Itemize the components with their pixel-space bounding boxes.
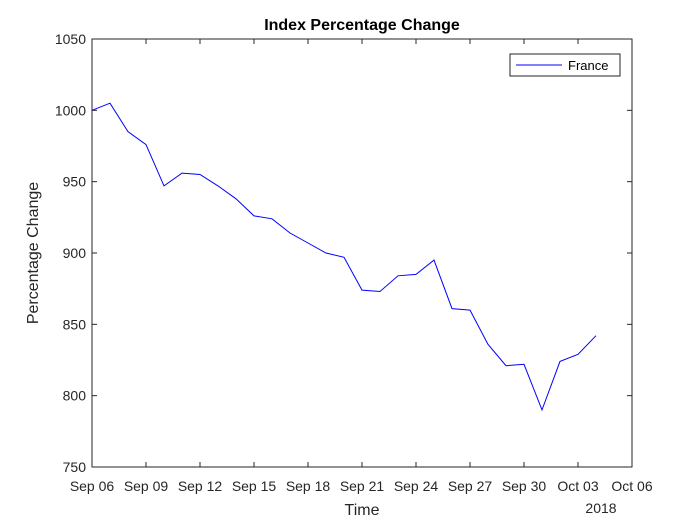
y-tick-label: 1000 (55, 102, 86, 118)
y-tick-label: 800 (63, 388, 87, 404)
x-tick-label: Sep 06 (70, 478, 115, 494)
plot-area-border (91, 38, 633, 468)
x-tick-label: Sep 21 (340, 478, 385, 494)
y-tick-label: 1050 (55, 31, 86, 47)
y-axis-label: Percentage Change (25, 182, 42, 324)
x-tick-label: Sep 24 (394, 478, 439, 494)
series-line-france (91, 102, 597, 412)
y-tick-label: 750 (63, 459, 87, 475)
legend-label-france: France (568, 58, 608, 73)
x-tick-label: Oct 03 (557, 478, 598, 494)
x-tick-labels: Sep 06 Sep 09 Sep 12 Sep 15 Sep 18 Sep 21 Sep … (70, 478, 653, 494)
chart-title: Index Percentage Change (264, 17, 460, 34)
x-axis-label: Time (345, 502, 380, 519)
x-tick-label: Oct 06 (611, 478, 652, 494)
x-tick-label: Sep 09 (124, 478, 169, 494)
legend-box (509, 53, 621, 77)
x-tick-label: Sep 18 (286, 478, 331, 494)
x-tick-label: Sep 27 (448, 478, 493, 494)
y-tick-labels: 750 800 850 900 950 1000 1050 (55, 31, 86, 475)
y-tick-label: 950 (63, 174, 87, 190)
x-tick-label: Sep 30 (502, 478, 547, 494)
y-tick-label: 900 (63, 245, 87, 261)
x-tick-label: Sep 15 (232, 478, 277, 494)
y-tick-label: 850 (63, 316, 87, 332)
legend: France (509, 53, 621, 77)
x-tick-label: Sep 12 (178, 478, 223, 494)
x-axis-year-label: 2018 (585, 500, 616, 516)
